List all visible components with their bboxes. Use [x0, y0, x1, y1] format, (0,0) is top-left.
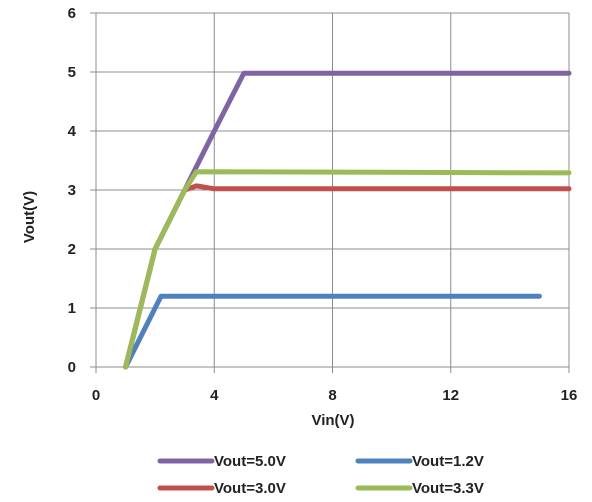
legend-item: Vout=3.0V	[157, 480, 286, 497]
series-line-vout-5.0v	[123, 70, 572, 370]
series-line-vout-3.0v	[123, 183, 572, 370]
x-axis-title: Vin(V)	[311, 412, 354, 429]
y-tick-label: 6	[68, 5, 76, 22]
x-tick-label: 16	[561, 387, 578, 404]
y-tick-label: 4	[68, 123, 77, 140]
series-line-vout-3.3v	[123, 169, 572, 370]
legend-label: Vout=3.3V	[412, 480, 484, 497]
x-tick-label: 4	[210, 387, 219, 404]
series-layer	[123, 70, 572, 370]
series-line-vout-1.2v	[123, 293, 542, 370]
y-tick-labels: 0 1 2 3 4 5 6	[68, 5, 77, 376]
legend: Vout=5.0V Vout=1.2V Vout=3.0V Vout=3.3V	[157, 453, 484, 497]
y-tick-label: 2	[68, 241, 76, 258]
y-tick-label: 3	[68, 182, 76, 199]
legend-item: Vout=3.3V	[355, 480, 484, 497]
y-tick-label: 5	[68, 64, 76, 81]
x-tick-label: 0	[92, 387, 100, 404]
legend-label: Vout=5.0V	[214, 453, 286, 470]
legend-item: Vout=5.0V	[157, 453, 286, 470]
y-tick-label: 0	[68, 359, 76, 376]
legend-item: Vout=1.2V	[355, 453, 484, 470]
x-tick-label: 8	[328, 387, 336, 404]
legend-label: Vout=1.2V	[412, 453, 484, 470]
y-axis-title: Vout(V)	[21, 191, 38, 243]
x-tick-label: 12	[442, 387, 459, 404]
plot-frame	[90, 12, 570, 373]
legend-label: Vout=3.0V	[214, 480, 286, 497]
x-tick-labels: 0 4 8 12 16	[92, 387, 578, 404]
y-tick-label: 1	[68, 300, 76, 317]
